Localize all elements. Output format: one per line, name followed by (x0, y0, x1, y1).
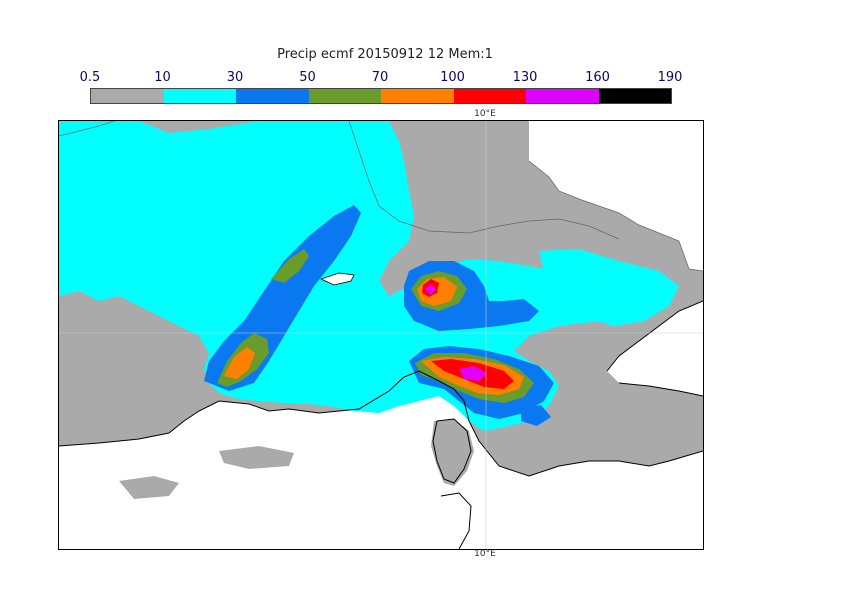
precip-map[interactable] (58, 120, 704, 550)
precip-field-blue-se (521, 405, 551, 426)
legend-tick: 100 (440, 70, 465, 85)
legend-swatch (308, 89, 381, 103)
grey-patch-southwest (219, 446, 294, 469)
grey-patch-west (119, 476, 179, 499)
no-precip-region-east (607, 301, 703, 396)
legend-swatch (163, 89, 236, 103)
precip-field-green-band (271, 249, 309, 283)
coastline-sardinia (440, 492, 472, 549)
legend-tick: 70 (371, 70, 389, 85)
coastline-east (618, 382, 703, 397)
legend-tick: 160 (585, 70, 610, 85)
country-border (528, 160, 703, 272)
legend-swatch (381, 89, 454, 103)
coastline (59, 370, 703, 477)
coastline-adriatic (606, 300, 703, 372)
lon-label-top: 10°E (474, 109, 496, 119)
legend-swatch (598, 89, 671, 103)
map-title: Precip ecmf 20150912 12 Mem:1 (277, 47, 493, 62)
map-canvas (59, 121, 703, 549)
lon-label-bottom: 10°E (474, 549, 496, 559)
no-precip-region-northeast (529, 121, 703, 271)
precip-field-orange-west (224, 347, 255, 379)
legend-swatch (526, 89, 599, 103)
precip-field-cyan-east (539, 249, 679, 326)
country-border-2 (348, 121, 620, 240)
coastline-corsica (432, 418, 472, 484)
legend-tick: 130 (512, 70, 538, 85)
precip-field-magenta-south (459, 366, 487, 381)
precip-legend (90, 88, 672, 104)
precip-field-magenta-north (425, 284, 436, 295)
legend-tick: 10 (154, 70, 171, 85)
no-precip-region-south (59, 371, 703, 549)
legend-tick: 190 (657, 70, 683, 85)
legend-swatch (453, 89, 526, 103)
precip-field-cyan-nw (59, 146, 159, 211)
country-border-3 (59, 121, 115, 137)
legend-swatch (236, 89, 309, 103)
legend-tick: 30 (226, 70, 244, 85)
legend-tick: 0.5 (79, 70, 101, 85)
legend-tick: 50 (299, 70, 316, 85)
legend-swatch (91, 89, 164, 103)
lake-geneva (319, 272, 355, 286)
